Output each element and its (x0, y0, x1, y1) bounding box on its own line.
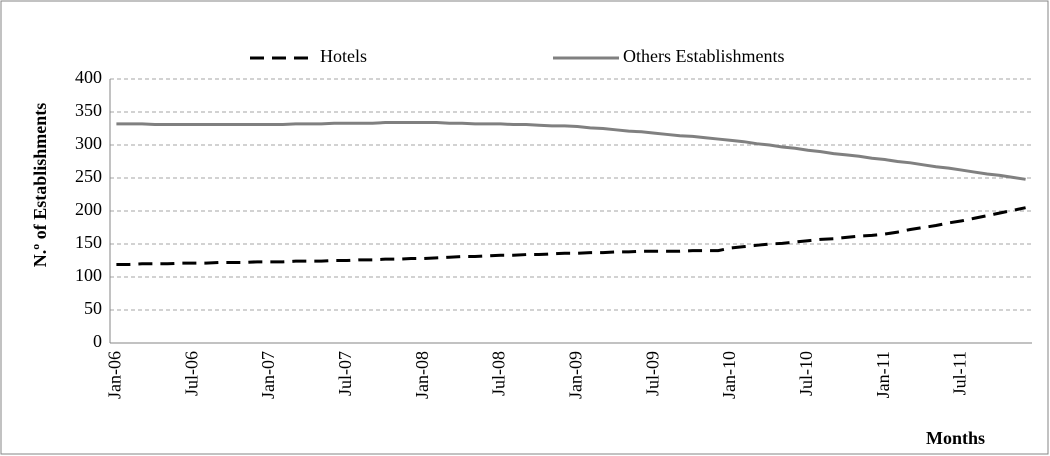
x-tick-label: Jan-11 (873, 351, 893, 398)
line-series (116, 206, 1026, 266)
y-tick-label: 300 (75, 133, 102, 153)
y-tick-label: 0 (93, 331, 102, 351)
y-tick-label: 50 (84, 298, 102, 318)
x-tick-label: Jul-09 (642, 351, 662, 396)
y-tick-label: 150 (75, 232, 102, 252)
x-tick-label: Jan-06 (105, 351, 125, 399)
x-tick-label: Jul-06 (181, 351, 201, 396)
y-tick-label: 100 (75, 265, 102, 285)
legend-label: Others Establishments (623, 46, 784, 66)
line-series (116, 121, 1026, 181)
x-tick-label: Jul-11 (950, 351, 970, 395)
y-tick-label: 400 (75, 67, 102, 87)
x-tick-label: Jul-07 (335, 351, 355, 396)
x-tick-label: Jan-08 (412, 351, 432, 399)
y-axis-title: N.º of Establishments (30, 103, 50, 267)
x-tick-label: Jan-10 (719, 351, 739, 399)
y-tick-label: 250 (75, 166, 102, 186)
x-tick-label: Jan-07 (258, 351, 278, 399)
legend-label: Hotels (320, 46, 367, 66)
x-tick-label: Jul-08 (489, 351, 509, 396)
y-tick-label: 350 (75, 100, 102, 120)
y-tick-label: 200 (75, 199, 102, 219)
x-tick-label: Jul-10 (796, 351, 816, 396)
x-tick-label: Jan-09 (566, 351, 586, 399)
x-axis-title: Months (926, 428, 985, 448)
